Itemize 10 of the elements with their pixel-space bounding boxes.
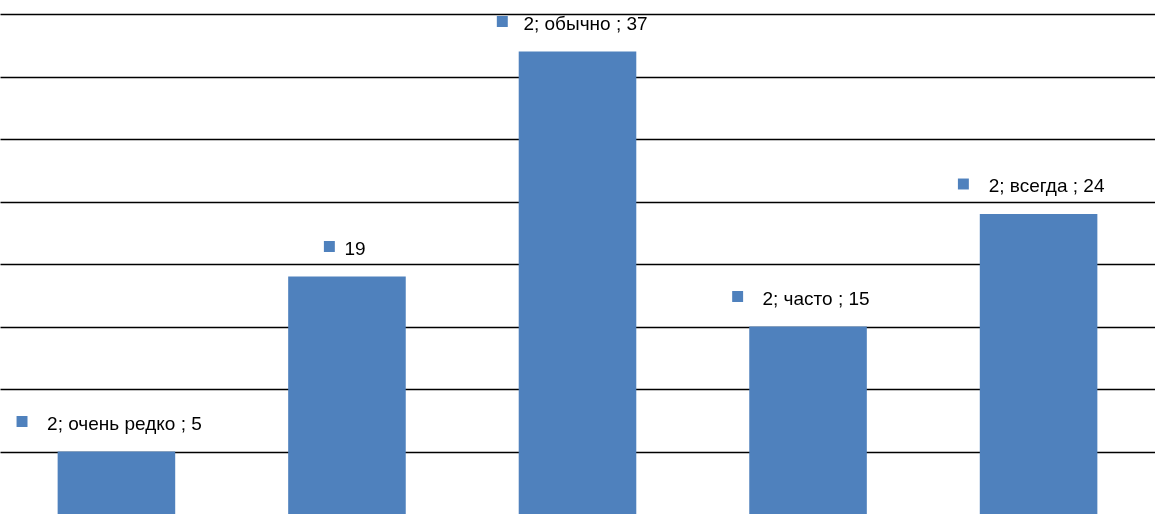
data-label: 2; часто ; 15 bbox=[762, 287, 870, 309]
bar bbox=[979, 214, 1098, 514]
bar bbox=[288, 276, 406, 514]
data-label: 2; очень редко ; 5 bbox=[47, 412, 202, 434]
data-label: 2; обычно ; 37 bbox=[523, 12, 648, 34]
data-label: 2; всегда ; 24 bbox=[988, 175, 1105, 196]
bar bbox=[749, 326, 867, 514]
data-label: 19 bbox=[344, 237, 366, 259]
bar bbox=[57, 451, 176, 514]
bar bbox=[518, 51, 637, 514]
